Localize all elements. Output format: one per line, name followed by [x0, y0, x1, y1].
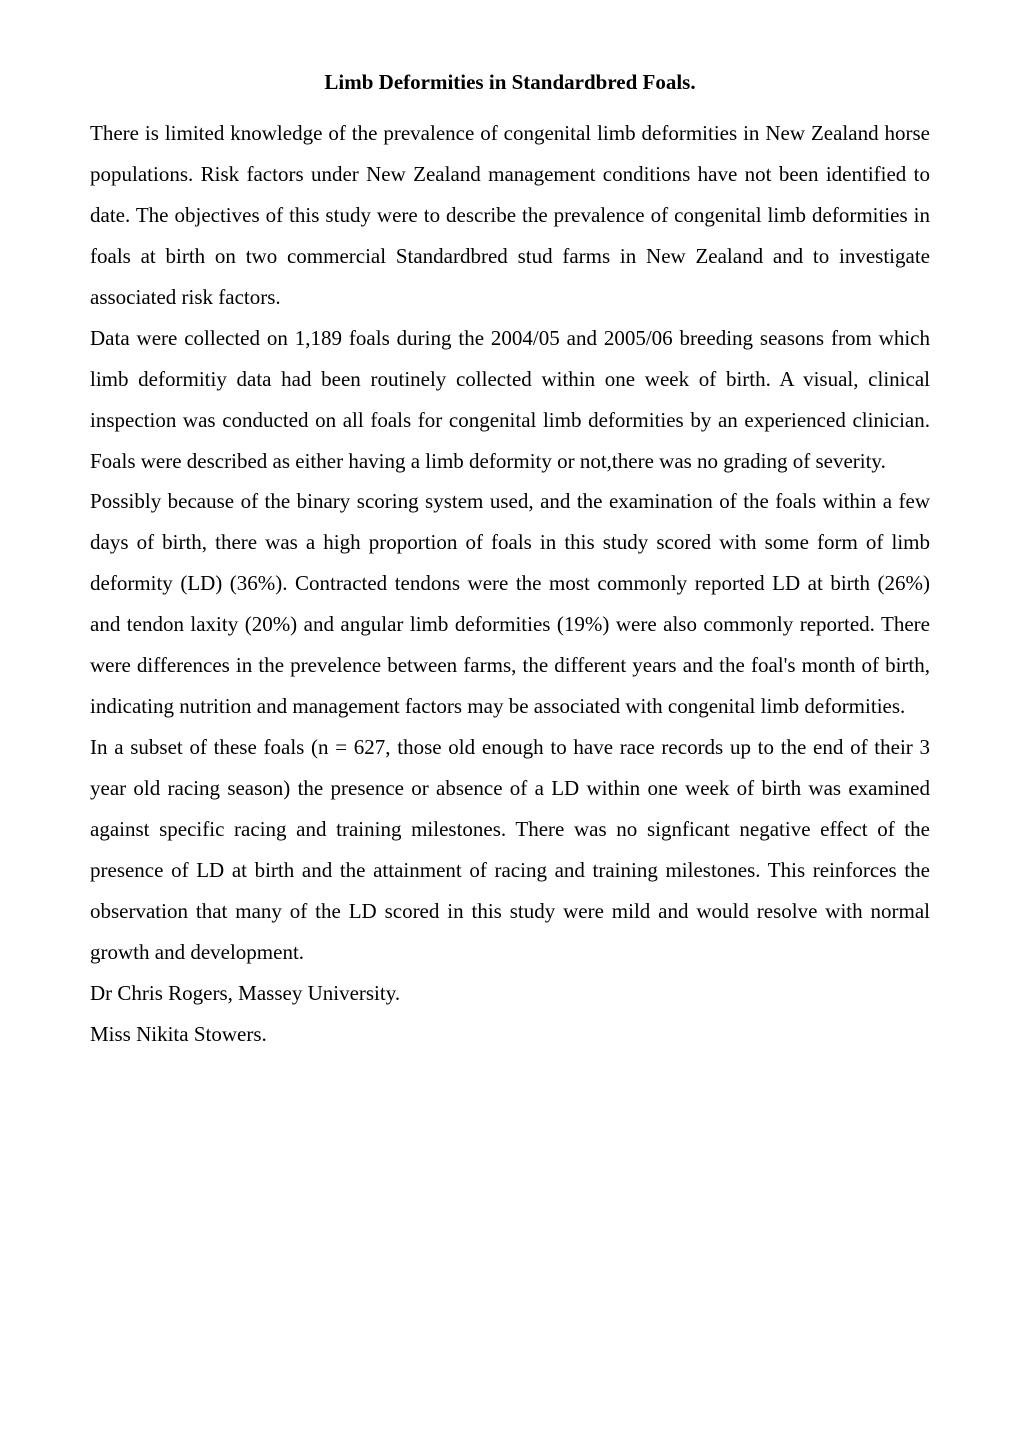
paragraph-subset: In a subset of these foals (n = 627, tho… — [90, 727, 930, 973]
paragraph-intro: There is limited knowledge of the preval… — [90, 113, 930, 318]
paragraph-results: Possibly because of the binary scoring s… — [90, 481, 930, 727]
paragraph-data: Data were collected on 1,189 foals durin… — [90, 318, 930, 482]
document-title: Limb Deformities in Standardbred Foals. — [90, 70, 930, 95]
author-primary: Dr Chris Rogers, Massey University. — [90, 973, 930, 1014]
author-secondary: Miss Nikita Stowers. — [90, 1014, 930, 1055]
